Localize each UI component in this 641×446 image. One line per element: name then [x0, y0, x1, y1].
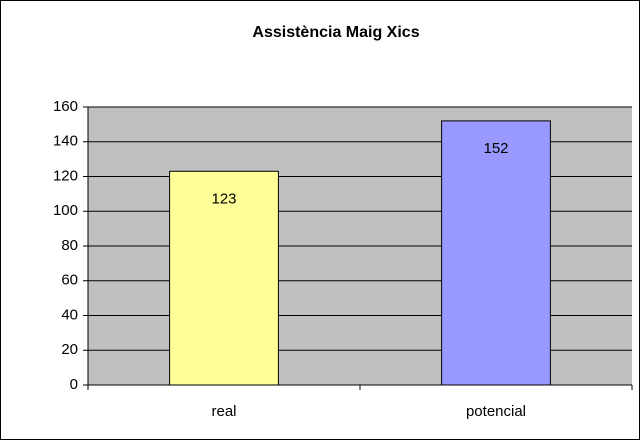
x-tick-label: potencial [466, 403, 526, 420]
y-tick-label: 120 [53, 167, 78, 184]
data-label: 123 [211, 190, 236, 207]
y-tick-label: 60 [61, 272, 78, 289]
data-label: 152 [483, 140, 508, 157]
y-tick-label: 140 [53, 133, 78, 150]
y-tick-label: 100 [53, 202, 78, 219]
y-tick-label: 0 [70, 376, 78, 393]
bar [441, 120, 551, 386]
y-tick-label: 160 [53, 98, 78, 115]
chart-title: Assistència Maig Xics [252, 24, 419, 41]
y-tick-label: 20 [61, 341, 78, 358]
y-tick-label: 40 [61, 306, 78, 323]
y-tick-label: 80 [61, 237, 78, 254]
bar [169, 170, 279, 386]
x-tick-label: real [211, 403, 236, 420]
